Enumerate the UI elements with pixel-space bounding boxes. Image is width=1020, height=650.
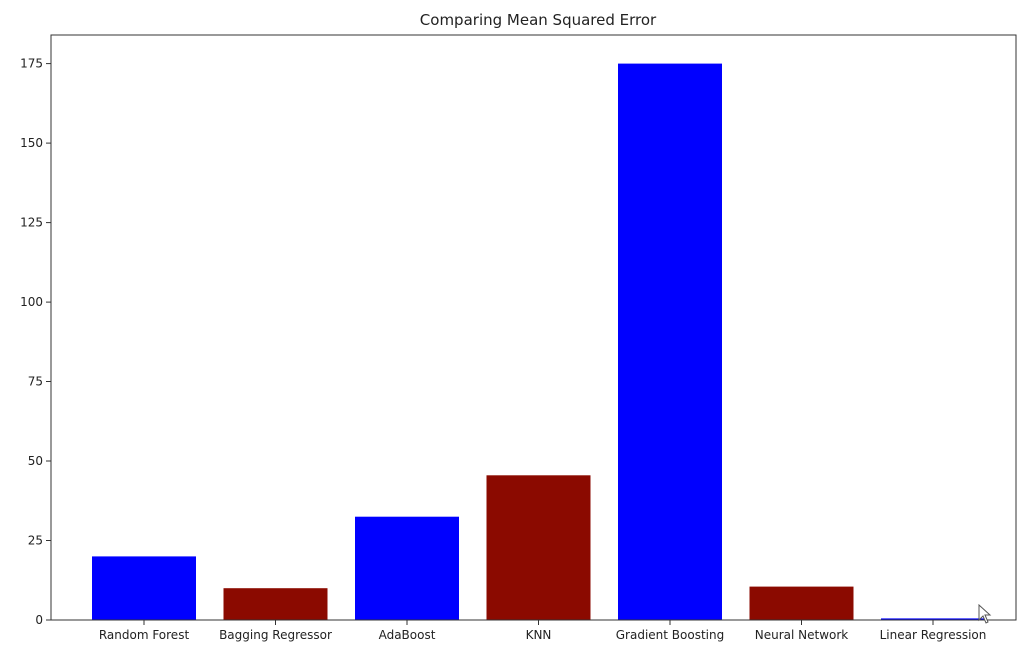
x-tick-label: Random Forest: [99, 628, 190, 642]
y-tick-label: 150: [20, 136, 43, 150]
y-tick-label: 50: [28, 454, 43, 468]
plot-frame: [50, 34, 1017, 621]
y-tick-label: 175: [20, 57, 43, 71]
y-tick-label: 125: [20, 216, 43, 230]
ticks-layer: 0 25 50 75 100 125 150 175 Random Forest Bagging …: [20, 57, 986, 642]
x-tick-label: AdaBoost: [379, 628, 436, 642]
bar-knn: [486, 475, 591, 620]
axes-layer: [50, 34, 1017, 621]
chart-title: Comparing Mean Squared Error: [420, 11, 657, 29]
bar-bagging-regressor: [223, 588, 328, 620]
y-tick-label: 25: [28, 534, 43, 548]
x-tick-label: Linear Regression: [880, 628, 987, 642]
bars-layer: [92, 63, 985, 621]
y-tick-label: 100: [20, 295, 43, 309]
bar-gradient-boosting: [618, 63, 722, 621]
x-tick-label: KNN: [526, 628, 552, 642]
bar-adaboost: [355, 516, 459, 620]
y-tick-label: 0: [35, 613, 43, 627]
mouse-pointer-icon: [978, 604, 992, 624]
bar-random-forest: [92, 556, 196, 620]
x-tick-label: Gradient Boosting: [616, 628, 724, 642]
y-tick-label: 75: [28, 375, 43, 389]
x-tick-label: Neural Network: [755, 628, 849, 642]
bar-linear-regression: [881, 618, 985, 620]
bar-neural-network: [749, 586, 854, 620]
x-tick-label: Bagging Regressor: [219, 628, 332, 642]
